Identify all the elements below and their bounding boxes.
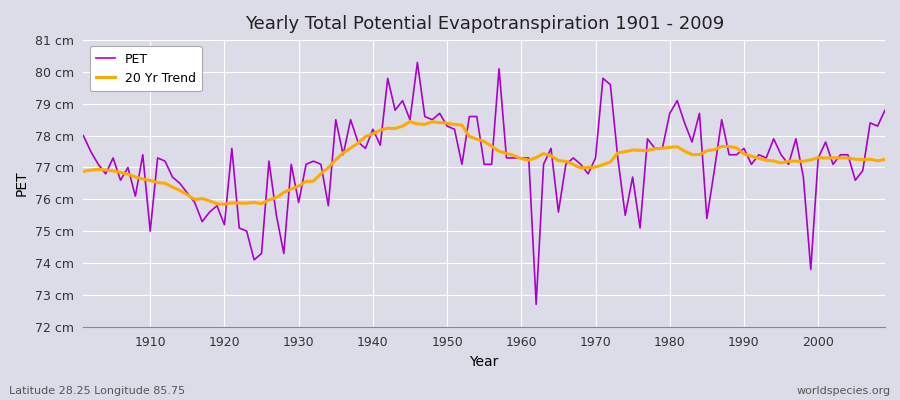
PET <box>301 162 311 167</box>
20 Yr Trend <box>620 149 631 154</box>
20 Yr Trend <box>353 141 364 146</box>
Title: Yearly Total Potential Evapotranspiration 1901 - 2009: Yearly Total Potential Evapotranspiratio… <box>245 15 724 33</box>
20 Yr Trend <box>405 119 416 124</box>
Line: 20 Yr Trend: 20 Yr Trend <box>84 122 885 204</box>
20 Yr Trend <box>879 157 890 162</box>
Text: worldspecies.org: worldspecies.org <box>796 386 891 396</box>
20 Yr Trend <box>523 158 534 162</box>
Line: PET: PET <box>84 62 885 304</box>
20 Yr Trend <box>78 169 89 174</box>
20 Yr Trend <box>308 179 319 184</box>
PET <box>516 156 526 160</box>
PET <box>879 108 890 112</box>
20 Yr Trend <box>219 202 230 207</box>
PET <box>78 133 89 138</box>
X-axis label: Year: Year <box>470 355 499 369</box>
PET <box>412 60 423 65</box>
20 Yr Trend <box>531 155 542 160</box>
PET <box>138 152 148 157</box>
Y-axis label: PET: PET <box>15 171 29 196</box>
PET <box>531 302 542 307</box>
PET <box>346 117 356 122</box>
Text: Latitude 28.25 Longitude 85.75: Latitude 28.25 Longitude 85.75 <box>9 386 185 396</box>
20 Yr Trend <box>138 176 148 181</box>
Legend: PET, 20 Yr Trend: PET, 20 Yr Trend <box>90 46 202 91</box>
PET <box>523 156 534 160</box>
PET <box>620 213 631 218</box>
